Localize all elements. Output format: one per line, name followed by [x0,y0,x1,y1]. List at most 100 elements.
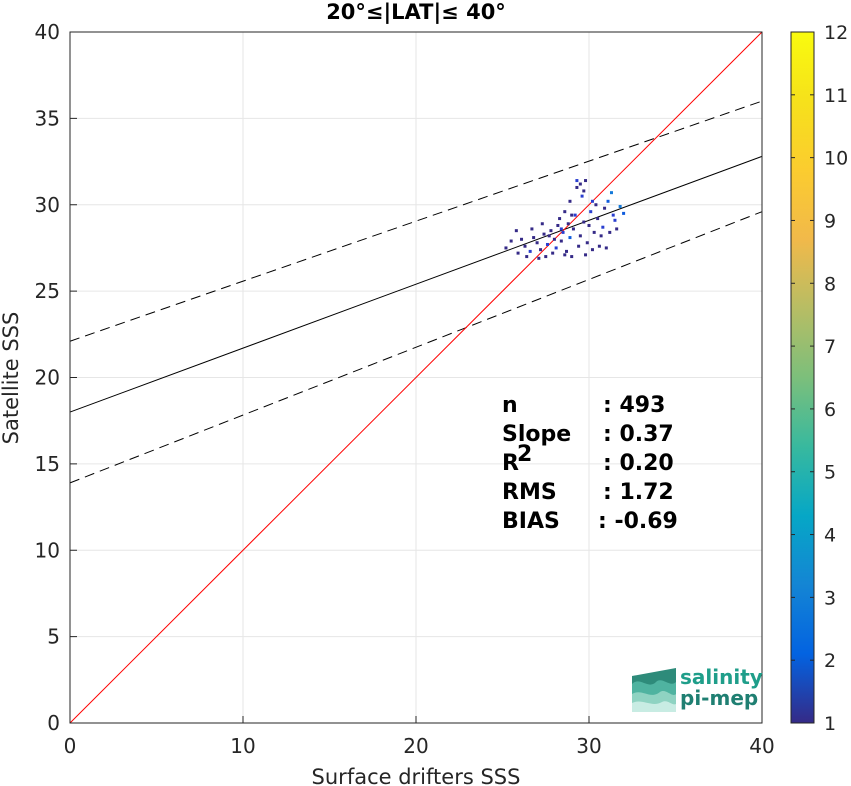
y-tick-label: 30 [35,193,60,217]
identity-line [69,31,763,724]
data-points [504,179,626,260]
x-tick-label: 10 [230,734,255,758]
data-point [604,246,608,250]
data-point [578,234,582,238]
lower-bound-line [69,211,763,484]
data-point [601,225,605,229]
data-point [552,237,556,241]
stat-value: : 0.20 [603,451,674,476]
data-point [587,223,591,227]
data-point [509,239,513,243]
x-tick-label: 20 [403,734,428,758]
data-point [563,253,567,257]
stat-label: Slope [502,422,571,447]
data-point [542,232,546,236]
data-point [566,222,570,226]
data-point [609,191,613,195]
data-point [570,213,574,217]
data-point [568,199,572,203]
data-point [530,227,534,231]
y-tick-label: 5 [47,625,60,649]
x-tick-label: 40 [749,734,774,758]
stat-label: R [502,451,519,476]
data-point [559,227,563,231]
data-point [618,204,622,208]
data-point [590,199,594,203]
data-point [528,249,532,253]
data-point [520,237,524,241]
data-point [539,248,543,252]
colorbar-tick-label: 4 [824,525,836,547]
stats-box: n: 493 Slope: 0.37 R2: 0.20 RMS: 1.72 BIAS: … [502,393,678,534]
data-point [570,255,574,259]
salinity-pimep-logo: salinity pi-mep [632,665,763,712]
plot-lines [69,31,763,724]
x-tick-label: 0 [64,734,77,758]
y-tick-label: 20 [35,366,60,390]
data-point [573,213,577,217]
x-tick-label: 30 [576,734,601,758]
colorbar-tick-label: 5 [824,462,836,484]
upper-bound-line [69,100,763,342]
stat-value: : 1.72 [603,480,674,505]
data-point [540,222,544,226]
data-point [596,217,600,221]
logo-line2: pi-mep [680,686,758,710]
stat-value: : 0.37 [603,422,674,447]
data-point [590,248,594,252]
data-point [608,230,612,234]
data-point [571,227,575,231]
data-point [549,229,553,233]
y-tick-label: 40 [35,20,60,44]
chart-title: 20°≤|LAT|≤ 40° [326,0,506,25]
data-point [544,255,548,259]
data-point [578,182,582,186]
data-point [547,234,551,238]
data-point [582,189,586,193]
stat-label: BIAS [502,509,560,534]
data-point [582,220,586,224]
data-point [594,203,598,207]
y-tick-label: 25 [35,279,60,303]
x-axis-label: Surface drifters SSS [312,765,521,786]
data-point [615,227,619,231]
data-point [597,244,601,248]
data-point [558,217,562,221]
data-point [575,179,579,183]
y-tick-label: 35 [35,106,60,130]
data-point [565,249,569,253]
colorbar-tick-label: 1 [824,713,836,735]
stat-label-superscript: 2 [517,442,532,467]
x-axis-ticks: 0 10 20 30 40 [64,716,775,758]
logo-line1: salinity [680,665,763,689]
y-axis-ticks: 0 5 10 15 20 25 30 35 40 [35,20,77,735]
wave-logo-icon [632,668,676,712]
data-point [613,218,617,222]
data-point [559,239,563,243]
data-point [592,230,596,234]
stat-value: : -0.69 [598,509,678,534]
data-point [585,241,589,245]
data-point [575,185,579,189]
data-point [563,210,567,214]
data-point [556,223,560,227]
data-point [545,242,549,246]
data-point [504,246,508,250]
colorbar-tick-label: 12 [824,22,848,44]
colorbar-tick-label: 7 [824,336,836,358]
data-point [568,236,572,240]
data-point [532,236,536,240]
data-point [561,230,565,234]
colorbar-tick-label: 11 [824,85,848,107]
data-point [611,213,615,217]
regression-line [69,155,763,413]
colorbar [790,31,815,724]
data-point [584,179,588,183]
data-point [554,246,558,250]
data-point [603,206,607,210]
colorbar-tick-label: 3 [824,587,836,609]
y-tick-label: 10 [35,538,60,562]
